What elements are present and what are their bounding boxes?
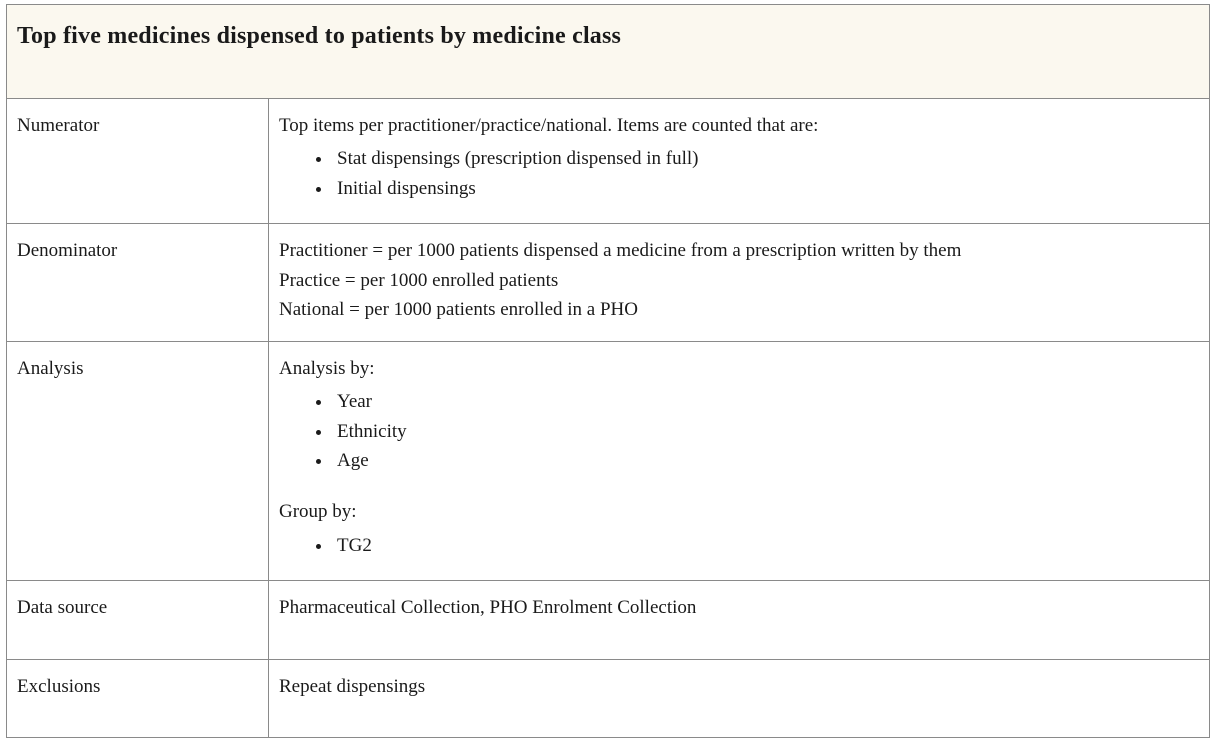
label-exclusions: Exclusions <box>7 659 269 737</box>
row-analysis: Analysis Analysis by: Year Ethnicity Age… <box>7 341 1210 581</box>
definition-table-wrapper: Top five medicines dispensed to patients… <box>0 0 1216 742</box>
list-item: TG2 <box>333 531 1199 560</box>
value-datasource: Pharmaceutical Collection, PHO Enrolment… <box>269 581 1210 659</box>
value-exclusions: Repeat dispensings <box>269 659 1210 737</box>
list-item: Initial dispensings <box>333 174 1199 203</box>
list-item: Ethnicity <box>333 417 1199 446</box>
list-item: Stat dispensings (prescription dispensed… <box>333 144 1199 173</box>
label-denominator: Denominator <box>7 224 269 341</box>
analysis-by-bullets: Year Ethnicity Age <box>279 387 1199 475</box>
list-item: Age <box>333 446 1199 475</box>
numerator-intro: Top items per practitioner/practice/nati… <box>279 111 1199 140</box>
row-exclusions: Exclusions Repeat dispensings <box>7 659 1210 737</box>
denominator-line: Practice = per 1000 enrolled patients <box>279 266 1199 295</box>
row-datasource: Data source Pharmaceutical Collection, P… <box>7 581 1210 659</box>
value-analysis: Analysis by: Year Ethnicity Age Group by… <box>269 341 1210 581</box>
list-item: Year <box>333 387 1199 416</box>
label-analysis: Analysis <box>7 341 269 581</box>
numerator-bullets: Stat dispensings (prescription dispensed… <box>279 144 1199 203</box>
row-denominator: Denominator Practitioner = per 1000 pati… <box>7 224 1210 341</box>
value-numerator: Top items per practitioner/practice/nati… <box>269 99 1210 224</box>
table-title: Top five medicines dispensed to patients… <box>7 5 1210 99</box>
analysis-by-heading: Analysis by: <box>279 354 1199 383</box>
label-numerator: Numerator <box>7 99 269 224</box>
group-by-heading: Group by: <box>279 497 1199 526</box>
denominator-line: Practitioner = per 1000 patients dispens… <box>279 236 1199 265</box>
value-denominator: Practitioner = per 1000 patients dispens… <box>269 224 1210 341</box>
row-numerator: Numerator Top items per practitioner/pra… <box>7 99 1210 224</box>
definition-table: Top five medicines dispensed to patients… <box>6 4 1210 738</box>
denominator-line: National = per 1000 patients enrolled in… <box>279 295 1199 324</box>
group-by-bullets: TG2 <box>279 531 1199 560</box>
label-datasource: Data source <box>7 581 269 659</box>
